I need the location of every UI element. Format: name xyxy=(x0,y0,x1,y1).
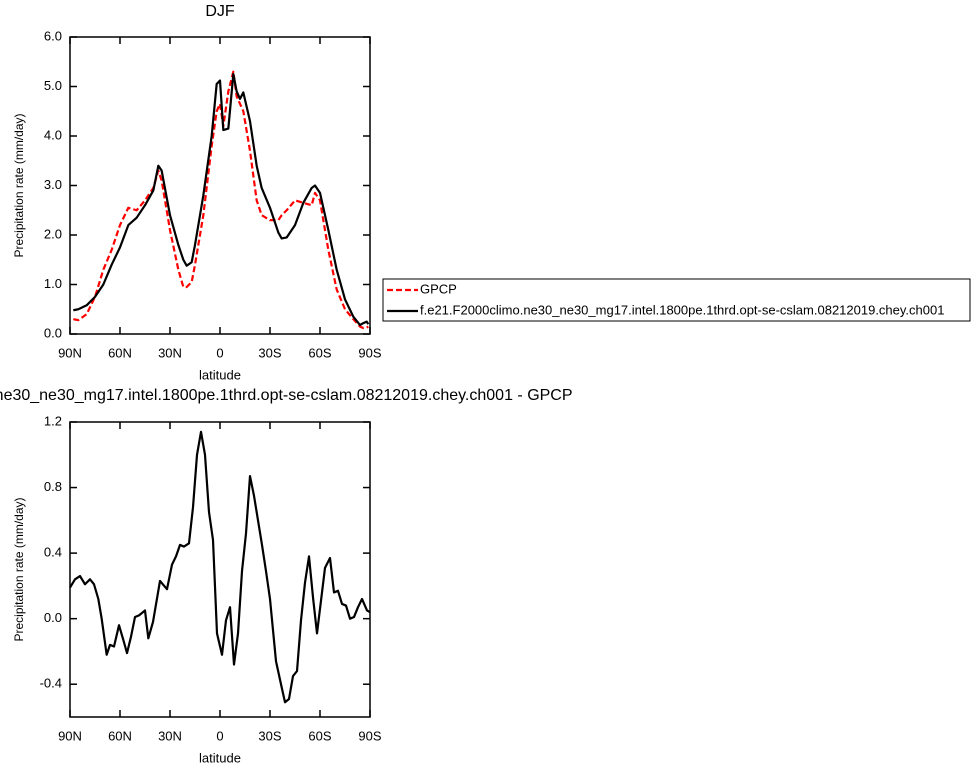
x-tick-label: 90N xyxy=(58,728,82,743)
x-tick-label: 90N xyxy=(58,345,82,360)
x-tick-label: 90S xyxy=(358,345,381,360)
x-tick-label: 30N xyxy=(158,728,182,743)
x-tick-label: 60S xyxy=(308,728,331,743)
x-axis-label: latitude xyxy=(199,367,241,382)
x-tick-label: 30S xyxy=(258,345,281,360)
data-line xyxy=(73,70,369,330)
y-tick-label: 0.0 xyxy=(44,325,62,340)
y-tick-label: 1.2 xyxy=(44,413,62,428)
y-tick-label: 0.8 xyxy=(44,479,62,494)
y-tick-label: 0.4 xyxy=(44,545,62,560)
chart-title: f.e21.F2000climo.ne30_ne30_mg17.intel.18… xyxy=(0,387,573,404)
y-tick-label: 3.0 xyxy=(44,177,62,192)
x-tick-label: 60N xyxy=(108,728,132,743)
y-axis-label: Precipitation rate (mm/day) xyxy=(12,113,26,257)
legend-box xyxy=(382,278,971,322)
x-tick-label: 30S xyxy=(258,728,281,743)
plot-frame xyxy=(69,421,371,718)
x-tick-label: 60N xyxy=(108,345,132,360)
y-tick-label: 5.0 xyxy=(44,78,62,93)
x-axis-label: latitude xyxy=(199,750,241,765)
y-tick-label: 1.0 xyxy=(44,276,62,291)
x-tick-label: 60S xyxy=(308,345,331,360)
x-tick-label: 30N xyxy=(158,345,182,360)
x-tick-label: 0 xyxy=(216,728,223,743)
x-tick-label: 0 xyxy=(216,345,223,360)
y-tick-label: 2.0 xyxy=(44,226,62,241)
y-tick-label: -0.4 xyxy=(40,676,62,691)
y-tick-label: 6.0 xyxy=(44,28,62,43)
plot-frame xyxy=(69,36,371,335)
legend-label: f.e21.F2000climo.ne30_ne30_mg17.intel.18… xyxy=(420,302,944,317)
legend-label: GPCP xyxy=(420,281,457,296)
data-line xyxy=(69,430,371,704)
y-tick-label: 4.0 xyxy=(44,127,62,142)
y-axis-label: Precipitation rate (mm/day) xyxy=(12,497,26,641)
chart-title: DJF xyxy=(205,3,235,20)
data-line xyxy=(73,73,370,327)
x-tick-label: 90S xyxy=(358,728,381,743)
y-tick-label: 0.0 xyxy=(44,610,62,625)
